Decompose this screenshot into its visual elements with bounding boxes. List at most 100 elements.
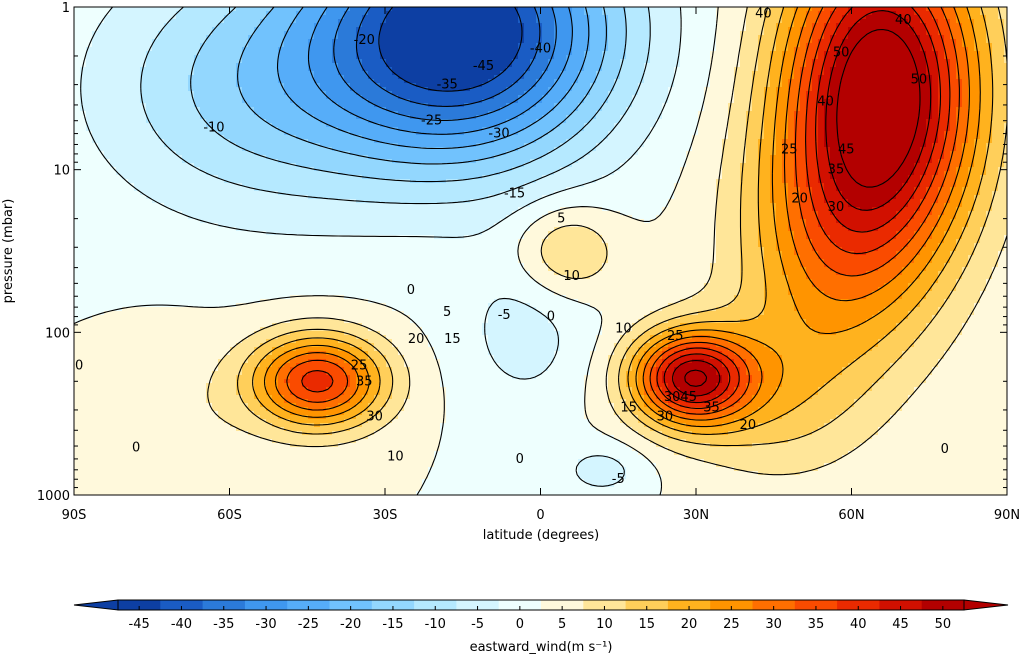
colorbar-segment — [879, 600, 923, 610]
contour-label: 5 — [557, 212, 565, 227]
x-axis: 90S 60S 30S 0 30N 60N 90N — [62, 7, 1020, 523]
contour-label: 35 — [703, 401, 720, 416]
contour-line-35 — [301, 7, 951, 409]
contour-line-25 — [274, 7, 970, 421]
contour-label: -25 — [421, 114, 442, 129]
colorbar-segment — [244, 600, 288, 610]
colorbar-tick-label: -5 — [471, 617, 484, 632]
colorbar-segment — [837, 600, 880, 610]
contour-line-15 — [252, 7, 994, 435]
contour-label: -45 — [473, 59, 494, 74]
y-tick-label: 1000 — [37, 489, 70, 504]
contour-line--45 — [378, 7, 523, 92]
contour-label: -10 — [203, 120, 224, 135]
colorbar-tick-label: 40 — [850, 617, 867, 632]
contour-label: 40 — [895, 13, 912, 28]
y-tick-label: 100 — [45, 326, 70, 341]
contour-line-30 — [286, 7, 960, 415]
contour-label: 3045 — [664, 390, 697, 405]
colorbar-label: eastward_wind(m s⁻¹) — [470, 640, 613, 655]
contour-line-20 — [263, 7, 981, 428]
contour-line--20 — [237, 7, 607, 165]
contour-label: 20 — [408, 332, 425, 347]
contour-lines — [74, 7, 1007, 495]
contour-line--40 — [355, 7, 541, 107]
contour-label: 30 — [828, 200, 845, 215]
colorbar-tick-label: 20 — [681, 617, 698, 632]
contour-label: 40 — [755, 7, 772, 22]
contour-line--25 — [276, 7, 590, 150]
filled-contours — [74, 7, 1007, 495]
contour-label: -5 — [498, 308, 511, 323]
x-tick-label: 90S — [62, 508, 87, 523]
contour-label: 30 — [366, 410, 383, 425]
colorbar-tick-label: -10 — [425, 617, 446, 632]
contour-label: 35 — [828, 163, 845, 178]
contour-label: 50 — [911, 73, 928, 88]
colorbar-segment — [794, 600, 838, 610]
colorbar-segment — [118, 600, 161, 610]
colorbar-segment — [329, 600, 373, 610]
colorbar-tick-label: 10 — [596, 617, 613, 632]
contour-line-10 — [237, 7, 1007, 447]
contour-label: 20 — [791, 191, 808, 206]
contour-line--15 — [190, 7, 627, 183]
x-tick-label: 30S — [373, 508, 398, 523]
colorbar-tick-label: 15 — [638, 617, 655, 632]
colorbar-frame — [117, 599, 965, 611]
colorbar-tick-label: 30 — [765, 617, 782, 632]
colorbar-tick-label: -20 — [340, 617, 361, 632]
y-tick-label: 1 — [62, 1, 70, 16]
contour-label: 0 — [941, 442, 949, 457]
contour-label: 35 — [356, 374, 373, 389]
colorbar-segment — [456, 600, 500, 610]
x-tick-label: 0 — [536, 508, 544, 523]
colorbar-segment — [202, 600, 246, 610]
contour-labels: -20 -10 -45 -35 -40 -25 -30 -15 5 10 0 5 -5 0 10 25 20 15… — [75, 7, 949, 487]
contour-label: 0 — [516, 452, 524, 467]
contour-line--30 — [307, 7, 573, 135]
contour-label: 10 — [563, 269, 580, 284]
contour-line--10 — [140, 7, 651, 205]
colorbar-tick-label: 0 — [516, 617, 524, 632]
colorbar-tick-label: -45 — [129, 617, 150, 632]
contour-label: 25 — [781, 142, 798, 157]
contour-label: 30 — [657, 410, 674, 425]
colorbar-tick-label: 45 — [892, 617, 909, 632]
colorbar-tick-label: -25 — [298, 617, 319, 632]
y-axis-label: pressure (mbar) — [1, 199, 16, 304]
contour-label: 0 — [75, 359, 83, 374]
contour-label: 15 — [620, 401, 637, 416]
colorbar-segment — [752, 600, 796, 610]
colorbar-segment — [583, 600, 627, 610]
colorbar-segment — [625, 600, 669, 610]
contour-label: 0 — [547, 310, 555, 325]
colorbar-segment — [160, 600, 204, 610]
contour-label: 10 — [387, 450, 404, 465]
contour-line-45 — [672, 10, 932, 397]
colorbar-tick-label: -35 — [213, 617, 234, 632]
y-tick-label: 10 — [53, 164, 70, 179]
colorbar-tick-label: -30 — [255, 617, 276, 632]
colorbar-tick-label: -40 — [171, 617, 192, 632]
x-tick-label: 60S — [217, 508, 242, 523]
colorbar-tick-label: 25 — [723, 617, 740, 632]
contour-label: -35 — [437, 78, 458, 93]
x-tick-label: 90N — [994, 508, 1020, 523]
x-axis-label: latitude (degrees) — [483, 528, 599, 543]
colorbar-segment — [414, 600, 457, 610]
colorbar-segment — [498, 600, 542, 610]
contour-line--35 — [333, 7, 557, 121]
contour-label: 45 — [838, 142, 855, 157]
contour-label: 40 — [817, 94, 834, 109]
contour-label: 0 — [132, 440, 140, 455]
contour-label: -20 — [354, 33, 375, 48]
plot-area: -20 -10 -45 -35 -40 -25 -30 -15 5 10 0 5 -5 0 10 25 20 15… — [74, 7, 1007, 495]
contour-label: -15 — [504, 186, 525, 201]
colorbar-tick-label: -15 — [382, 617, 403, 632]
colorbar-segment — [710, 600, 753, 610]
colorbar-segment — [921, 600, 965, 610]
contour-line-0 — [74, 7, 719, 495]
